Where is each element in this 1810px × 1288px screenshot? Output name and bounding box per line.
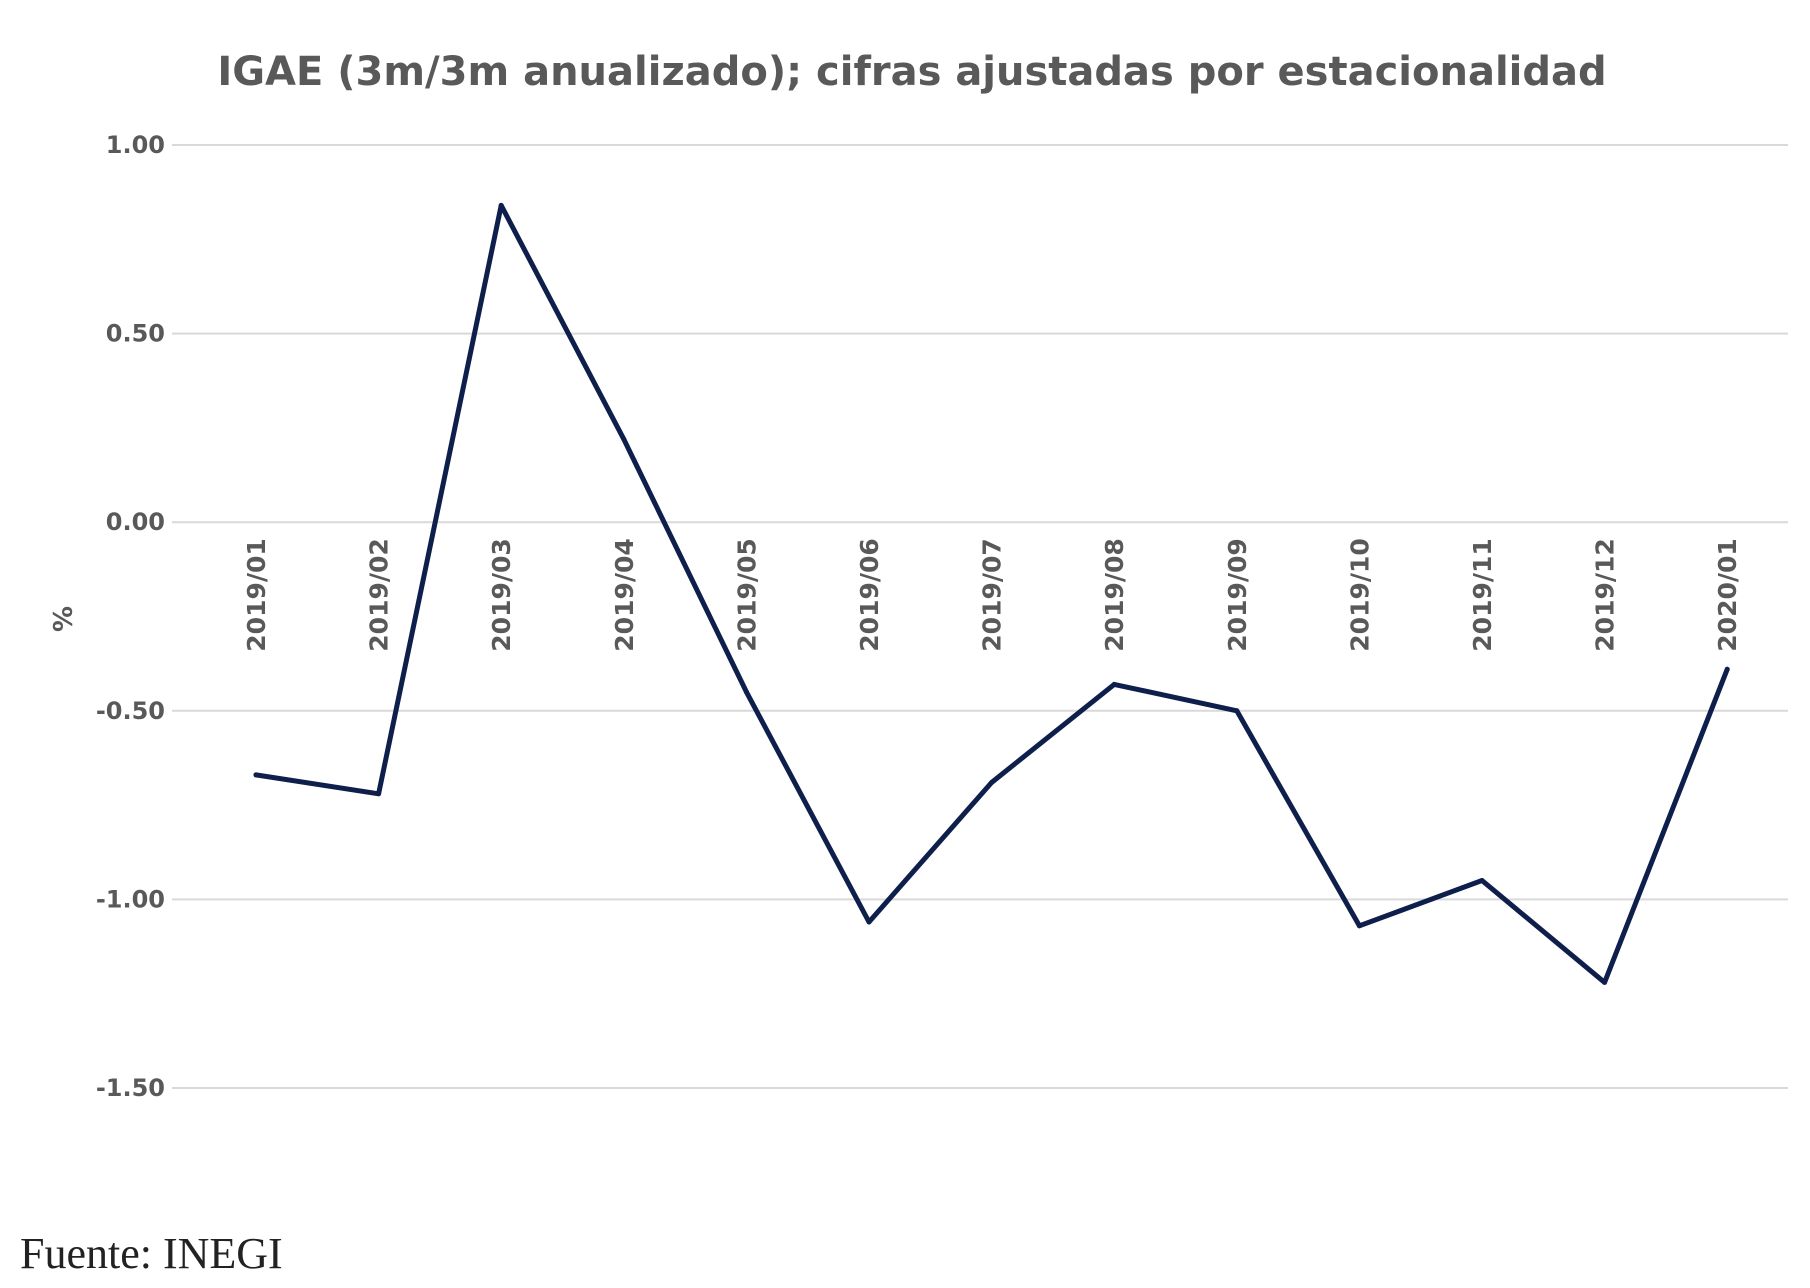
data-point bbox=[989, 779, 995, 785]
x-axis-ticks: 2019/01 2019/02 2019/03 2019/04 2019/05 2019/… bbox=[242, 538, 1742, 652]
x-tick-label: 2019/08 bbox=[1100, 538, 1129, 652]
data-point bbox=[1479, 878, 1485, 884]
y-tick-label: 0.00 bbox=[106, 508, 165, 536]
x-tick-label: 2019/04 bbox=[610, 538, 639, 652]
data-point bbox=[1602, 979, 1608, 985]
y-axis-label: % bbox=[49, 606, 79, 632]
data-point bbox=[621, 436, 627, 442]
y-tick-label: 0.50 bbox=[106, 320, 165, 348]
x-tick-label: 2019/06 bbox=[855, 538, 884, 652]
line-chart: IGAE (3m/3m anualizado); cifras ajustada… bbox=[49, 49, 1788, 1102]
gridlines bbox=[172, 144, 1788, 1089]
data-point bbox=[866, 919, 872, 925]
chart-area: IGAE (3m/3m anualizado); cifras ajustada… bbox=[49, 49, 1788, 1102]
y-tick-label: -1.00 bbox=[96, 885, 165, 913]
data-point bbox=[253, 772, 259, 778]
x-tick-label: 2019/12 bbox=[1591, 538, 1620, 652]
y-tick-label: -1.50 bbox=[96, 1074, 165, 1102]
x-tick-label: 2019/10 bbox=[1345, 538, 1374, 652]
data-point bbox=[1356, 923, 1362, 929]
data-point bbox=[1234, 708, 1240, 714]
data-point bbox=[376, 791, 382, 797]
x-tick-label: 2019/11 bbox=[1468, 538, 1497, 652]
series-group bbox=[253, 202, 1730, 985]
data-point bbox=[1111, 681, 1117, 687]
y-axis-ticks: 1.00 0.50 0.00 -0.50 -1.00 -1.50 bbox=[96, 131, 165, 1102]
x-tick-label: 2019/07 bbox=[978, 538, 1007, 652]
x-tick-label: 2020/01 bbox=[1713, 538, 1742, 652]
data-point bbox=[498, 202, 504, 208]
x-tick-label: 2019/02 bbox=[365, 538, 394, 652]
data-point bbox=[1724, 666, 1730, 672]
source-note: Fuente: INEGI bbox=[20, 1229, 283, 1278]
y-tick-label: 1.00 bbox=[106, 131, 165, 159]
data-point bbox=[743, 689, 749, 695]
x-tick-label: 2019/01 bbox=[242, 538, 271, 652]
x-tick-label: 2019/03 bbox=[487, 538, 516, 652]
y-tick-label: -0.50 bbox=[96, 697, 165, 725]
chart-title: IGAE (3m/3m anualizado); cifras ajustada… bbox=[217, 49, 1606, 95]
x-tick-label: 2019/05 bbox=[732, 538, 761, 652]
x-tick-label: 2019/09 bbox=[1223, 538, 1252, 652]
